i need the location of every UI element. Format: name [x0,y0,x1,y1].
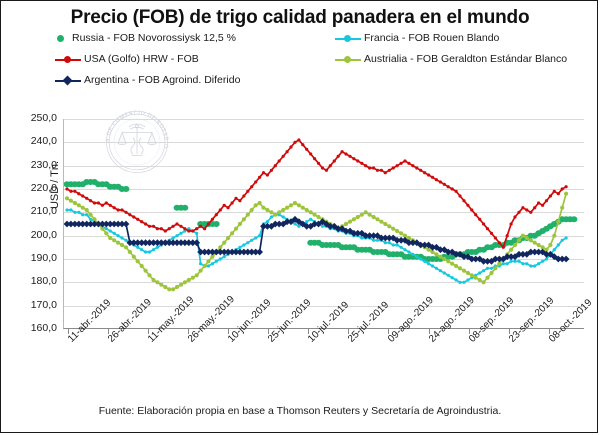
x-axis-tick-mark [147,329,149,334]
gridline [63,259,584,260]
legend-item-russia[interactable]: Russia - FOB Novorossiysk 12,5 % [55,32,236,44]
legend-label: Francia - FOB Rouen Blando [364,32,500,44]
gridline [63,189,584,190]
x-axis-tick-mark [548,329,550,334]
legend-item-austrialia[interactable]: Austrialia - FOB Geraldton Estándar Blan… [335,53,567,65]
x-axis-tick-mark [107,329,109,334]
gridline [63,235,584,237]
legend-label: USA (Golfo) HRW - FOB [84,53,199,65]
plot-border [63,119,584,329]
y-axis-tick-label: 190,0 [30,252,57,264]
series-usa [65,138,568,249]
x-axis-tick-mark [348,329,350,334]
y-axis-tick-label: 240,0 [30,135,57,148]
plot-area [63,119,584,329]
legend-marker-icon [55,75,81,86]
x-axis-tick-mark [428,329,430,334]
x-axis-tick-mark [508,329,510,334]
legend-label: Austrialia - FOB Geraldton Estándar Blan… [364,53,568,65]
legend-marker-icon [335,54,361,65]
x-axis-tick-mark [228,329,230,334]
x-axis-tick-mark [388,329,390,334]
y-axis-tick-label: 200,0 [30,228,57,241]
legend-item-francia[interactable]: Francia - FOB Rouen Blando [335,32,499,44]
x-axis-tick-mark [268,329,270,334]
legend-item-usa[interactable]: USA (Golfo) HRW - FOB [55,53,199,65]
y-axis-tick-label: 250,0 [30,112,57,124]
y-axis-tick-label: 160,0 [30,322,57,334]
y-axis-tick-label: 210,0 [30,205,57,218]
legend-label: Russia - FOB Novorossiysk 12,5 % [72,32,236,44]
bolsa-de-comercio-de-rosario-watermark-icon: BOLSA DE COMERCIO DE ROSARIO [97,104,168,173]
legend-marker-icon [55,54,81,65]
gridline [63,165,584,167]
legend-label: Argentina - FOB Agroind. Diferido [84,74,241,86]
y-axis-tick-label: 220,0 [30,182,57,194]
y-axis-title: USD / Tn. [49,160,61,210]
series-canvas [63,138,578,292]
y-axis-tick-label: 180,0 [30,275,57,288]
chart-legend: Russia - FOB Novorossiysk 12,5 % Francia … [55,32,595,94]
gridline [63,142,584,144]
gridline [63,212,584,214]
x-axis-tick-mark [188,329,190,334]
x-axis-tick-mark [468,329,470,334]
y-axis-tick-label: 230,0 [30,158,57,171]
legend-marker-icon [55,33,69,44]
y-axis-tick-label: 170,0 [30,298,57,311]
page-title: Precio (FOB) de trigo calidad panadera e… [70,7,530,28]
x-axis-tick-mark [67,329,69,334]
gridline [63,119,584,120]
legend-item-argentina[interactable]: Argentina - FOB Agroind. Diferido [55,74,240,86]
source-note: Fuente: Elaboración propia en base a Tho… [98,405,502,417]
legend-marker-icon [335,33,361,44]
gridline [63,282,584,284]
gridline [63,305,584,307]
x-axis-tick-mark [308,329,310,334]
